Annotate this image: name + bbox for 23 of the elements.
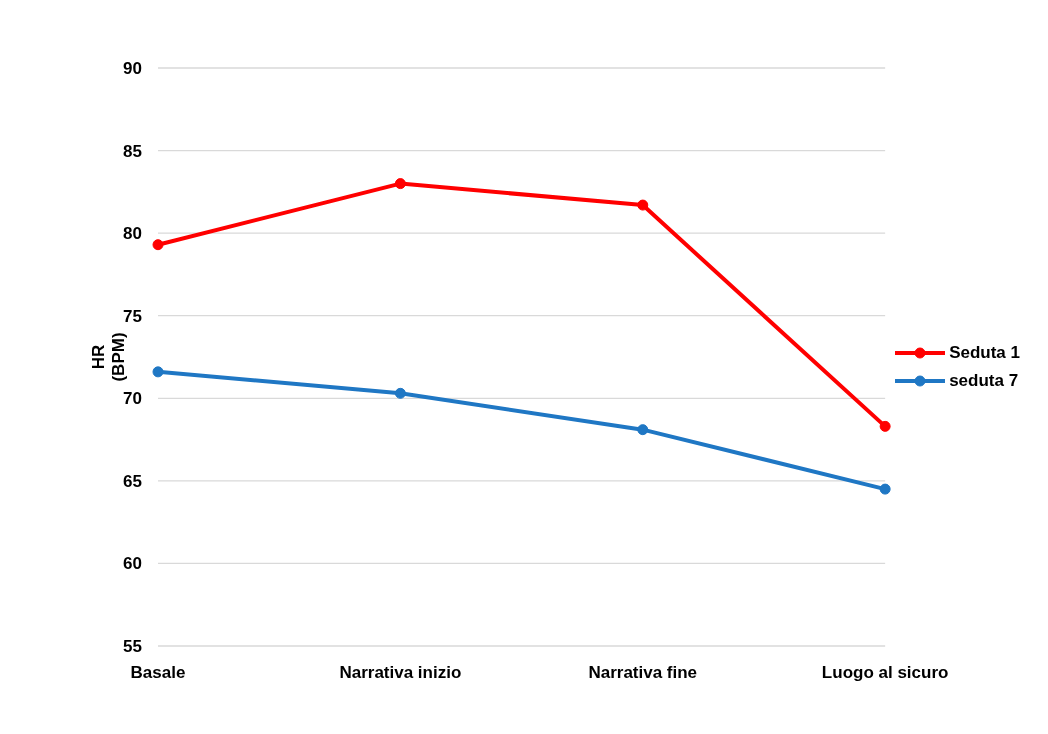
x-tick-label: Narrativa inizio bbox=[339, 663, 462, 683]
point bbox=[152, 239, 164, 251]
x-tick-label: Basale bbox=[130, 663, 186, 683]
y-tick-label: 60 bbox=[123, 554, 142, 574]
y-tick-label: 65 bbox=[123, 471, 142, 491]
y-tick-label: 55 bbox=[123, 637, 142, 657]
y-tick-label: 80 bbox=[123, 224, 142, 244]
y-tick-label: 90 bbox=[123, 59, 142, 79]
y-axis-title: HR (BPM) bbox=[89, 332, 128, 382]
point bbox=[637, 199, 649, 211]
y-tick-label: 85 bbox=[123, 141, 142, 161]
y-tick-label: 70 bbox=[123, 389, 142, 409]
point bbox=[394, 178, 406, 190]
point bbox=[879, 420, 891, 432]
point bbox=[152, 366, 164, 378]
point bbox=[879, 483, 891, 495]
legend-label: seduta 7 bbox=[949, 371, 1019, 391]
point bbox=[637, 424, 649, 436]
legend-label: Seduta 1 bbox=[949, 343, 1020, 363]
y-tick-label: 75 bbox=[123, 306, 142, 326]
point bbox=[394, 387, 406, 399]
x-tick-label: Narrativa fine bbox=[588, 663, 698, 683]
x-tick-label: Luogo al sicuro bbox=[821, 663, 949, 683]
